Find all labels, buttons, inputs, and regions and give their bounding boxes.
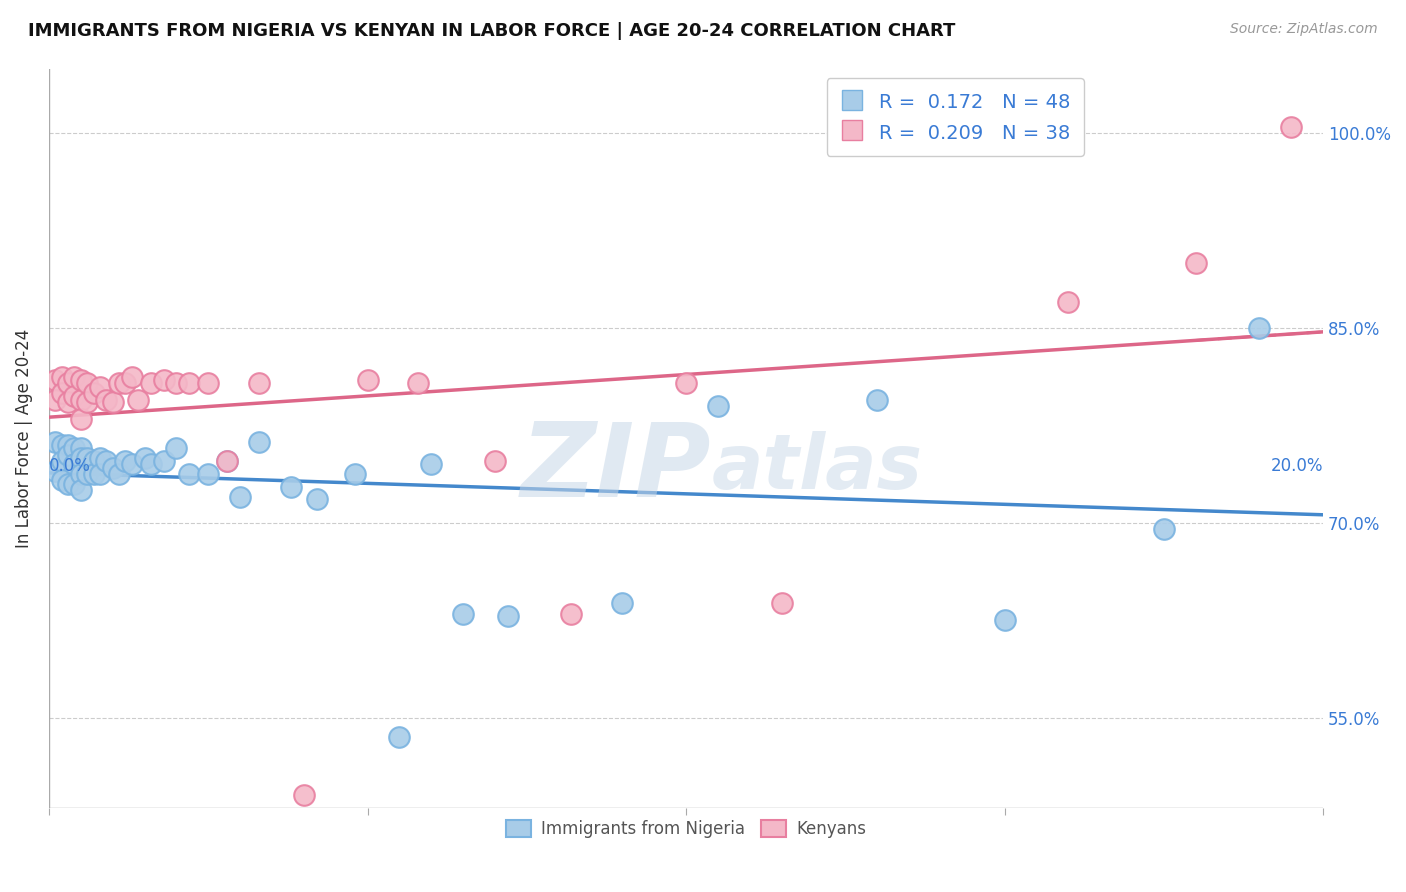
Point [139,458,162,472]
Point [69,467,91,481]
Point [44,392,66,407]
Point [51,453,73,467]
Point [247,376,270,390]
Point [179,467,201,481]
Point [496,609,519,624]
Point [1184,256,1206,270]
Point [69,483,91,498]
Point [76,376,98,390]
Text: IMMIGRANTS FROM NIGERIA VS KENYAN IN LABOR FORCE | AGE 20-24 CORRELATION CHART: IMMIGRANTS FROM NIGERIA VS KENYAN IN LAB… [28,22,956,40]
Point [63,389,86,403]
Point [152,453,174,467]
Point [484,453,506,467]
Point [152,373,174,387]
Point [229,490,252,504]
Point [280,479,302,493]
Point [101,461,124,475]
Point [56,376,79,390]
Point [63,370,86,384]
Point [69,392,91,407]
Point [114,376,136,390]
Point [83,386,105,401]
Point [675,376,697,390]
Point [89,450,111,465]
Point [44,464,66,478]
Point [83,453,105,467]
Point [217,453,239,467]
Point [165,376,187,390]
Point [121,370,143,384]
Point [560,607,582,621]
Point [56,438,79,452]
Text: atlas: atlas [711,431,922,505]
Point [69,373,91,387]
Point [305,492,328,507]
Text: ZIP: ZIP [520,417,711,518]
Point [63,458,86,472]
Point [96,392,118,407]
Point [1279,120,1302,134]
Point [1057,295,1080,310]
Point [217,453,239,467]
Point [420,458,443,472]
Point [56,395,79,409]
Legend: Immigrants from Nigeria, Kenyans: Immigrants from Nigeria, Kenyans [499,813,873,845]
Point [63,477,86,491]
Point [866,392,889,407]
Point [134,450,156,465]
Point [343,467,366,481]
Point [121,458,143,472]
Point [89,379,111,393]
Point [179,376,201,390]
Point [76,450,98,465]
Point [612,596,634,610]
Point [56,448,79,462]
Point [69,450,91,465]
Point [292,789,315,803]
Point [51,473,73,487]
Point [63,441,86,455]
Point [247,435,270,450]
Point [51,370,73,384]
Point [1249,321,1271,335]
Point [114,453,136,467]
Point [69,412,91,426]
Point [96,453,118,467]
Point [139,376,162,390]
Point [108,376,131,390]
Point [707,399,730,413]
Point [44,435,66,450]
Point [388,730,411,744]
Point [76,395,98,409]
Point [356,373,378,387]
Point [101,395,124,409]
Point [44,373,66,387]
Point [994,613,1017,627]
Point [76,467,98,481]
Point [770,596,793,610]
Y-axis label: In Labor Force | Age 20-24: In Labor Force | Age 20-24 [15,329,32,548]
Text: 20.0%: 20.0% [1271,457,1323,475]
Point [165,441,187,455]
Point [89,467,111,481]
Point [83,467,105,481]
Point [56,477,79,491]
Point [51,438,73,452]
Point [51,386,73,401]
Text: 0.0%: 0.0% [49,457,91,475]
Point [108,467,131,481]
Point [451,607,474,621]
Point [408,376,430,390]
Point [197,376,219,390]
Point [197,467,219,481]
Point [69,441,91,455]
Point [127,392,149,407]
Text: Source: ZipAtlas.com: Source: ZipAtlas.com [1230,22,1378,37]
Point [1153,522,1175,536]
